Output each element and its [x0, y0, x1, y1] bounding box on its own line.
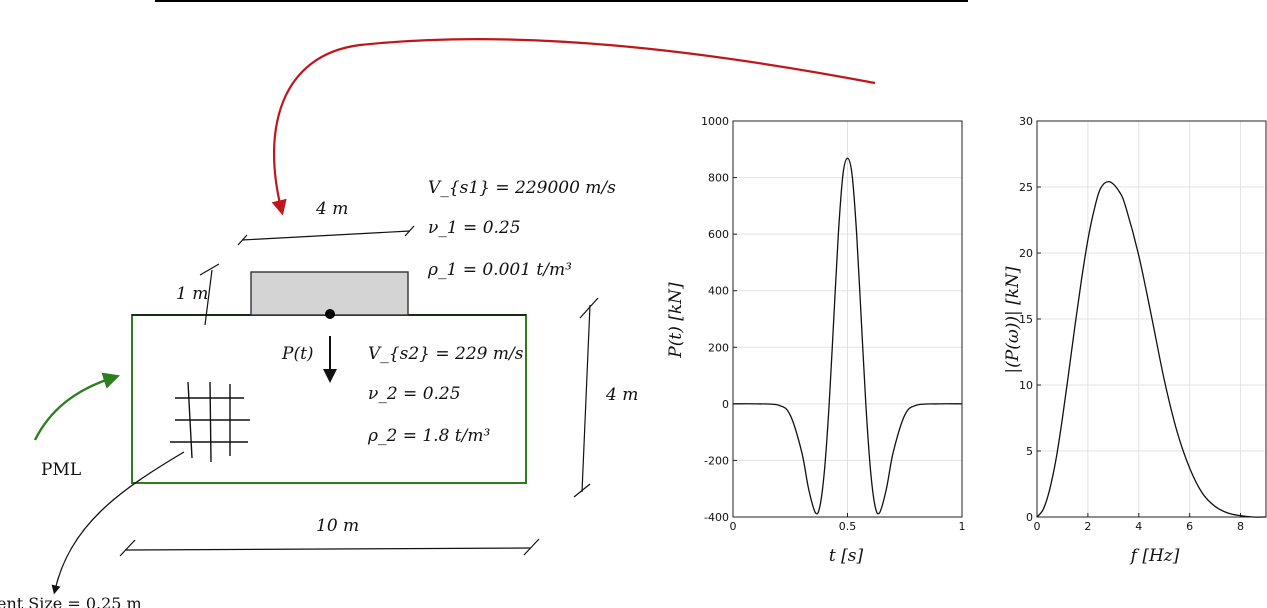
- chart1-series-line-0: [732, 157, 963, 515]
- chart1-ytick-label-2: 0: [722, 398, 729, 411]
- chart2-ytick-label-4: 20: [1019, 247, 1033, 260]
- chart2-xtick-label-2: 4: [1135, 520, 1142, 533]
- load-point: [325, 309, 335, 319]
- structure-block: [250, 271, 409, 316]
- chart1-xtick-label-0: 0: [730, 520, 737, 533]
- domain-width-label: 10 m: [316, 516, 359, 536]
- structure-width-label: 4 m: [315, 199, 348, 219]
- load-spectrum-chart: |(P(ω))| [kN] f [Hz] 0 2 4 6 8 0 5 10 15 20 25 30: [1003, 115, 1267, 566]
- chart2-ytick-label-3: 15: [1019, 313, 1033, 326]
- structure-height-dimension: [204, 269, 213, 326]
- chart1-ytick-label-4: 400: [708, 285, 729, 298]
- soil-density: ρ_2 = 1.8 t/m³: [367, 426, 490, 446]
- chart1-ylabel: P(t) [kN]: [666, 282, 686, 359]
- chart2-ytick-label-2: 10: [1019, 379, 1033, 392]
- chart2-xtick-label-3: 6: [1186, 520, 1193, 533]
- domain-width-dimension: [124, 547, 531, 551]
- chart2-xtick-label-4: 8: [1237, 520, 1244, 533]
- chart2-ytick-label-5: 25: [1019, 181, 1033, 194]
- pml-label: PML: [41, 460, 81, 480]
- structure-height-label: 1 m: [176, 284, 208, 304]
- chart1-xtick-label-1: 0.5: [839, 520, 857, 533]
- structure-density: ρ_1 = 0.001 t/m³: [427, 260, 572, 280]
- load-time-history-chart: P(t) [kN] t [s] 0 0.5 1 -400 -200 0 200 400 600 8…: [666, 115, 966, 566]
- chart2-xlabel: f [Hz]: [1129, 546, 1180, 566]
- chart1-xtick-label-2: 1: [959, 520, 966, 533]
- load-label: P(t): [281, 344, 314, 364]
- element-size-arrow: [51, 451, 185, 595]
- chart2-ytick-label-6: 30: [1019, 115, 1033, 128]
- element-size-label: ent Size = 0.25 m: [0, 594, 142, 608]
- chart2-xtick-label-0: 0: [1034, 520, 1041, 533]
- soil-shear-velocity: V_{s2} = 229 m/s: [368, 344, 524, 364]
- chart2-ytick-label-0: 0: [1026, 511, 1033, 524]
- structure-poisson-ratio: ν_1 = 0.25: [428, 218, 521, 238]
- chart1-ytick-label-3: 200: [708, 341, 729, 354]
- structure-shear-velocity: V_{s1} = 229000 m/s: [428, 178, 616, 198]
- chart1-xlabel: t [s]: [829, 546, 864, 566]
- chart2-xtick-label-1: 2: [1084, 520, 1091, 533]
- chart2-series-line-0: [1036, 180, 1267, 518]
- domain-depth-dimension: [581, 304, 591, 493]
- chart2-ylabel: |(P(ω))| [kN]: [1003, 266, 1023, 373]
- structure-width-dimension: [241, 230, 411, 241]
- pml-arrow: [33, 372, 120, 441]
- chart1-ytick-label-5: 600: [708, 228, 729, 241]
- chart1-ytick-label-1: -200: [704, 454, 729, 467]
- chart1-ytick-label-6: 800: [708, 172, 729, 185]
- domain-depth-label: 4 m: [605, 385, 638, 405]
- soil-structure-diagram: P(t) 4 m 1 m 10 m 4 m V_{s1} = 229000 m/…: [0, 178, 638, 608]
- chart1-ytick-label-0: -400: [704, 511, 729, 524]
- chart2-ytick-label-1: 5: [1026, 445, 1033, 458]
- red-curved-arrow: [271, 38, 876, 216]
- soil-poisson-ratio: ν_2 = 0.25: [368, 384, 461, 404]
- chart1-ytick-label-7: 1000: [701, 115, 729, 128]
- mesh-grid-symbol: [170, 381, 250, 463]
